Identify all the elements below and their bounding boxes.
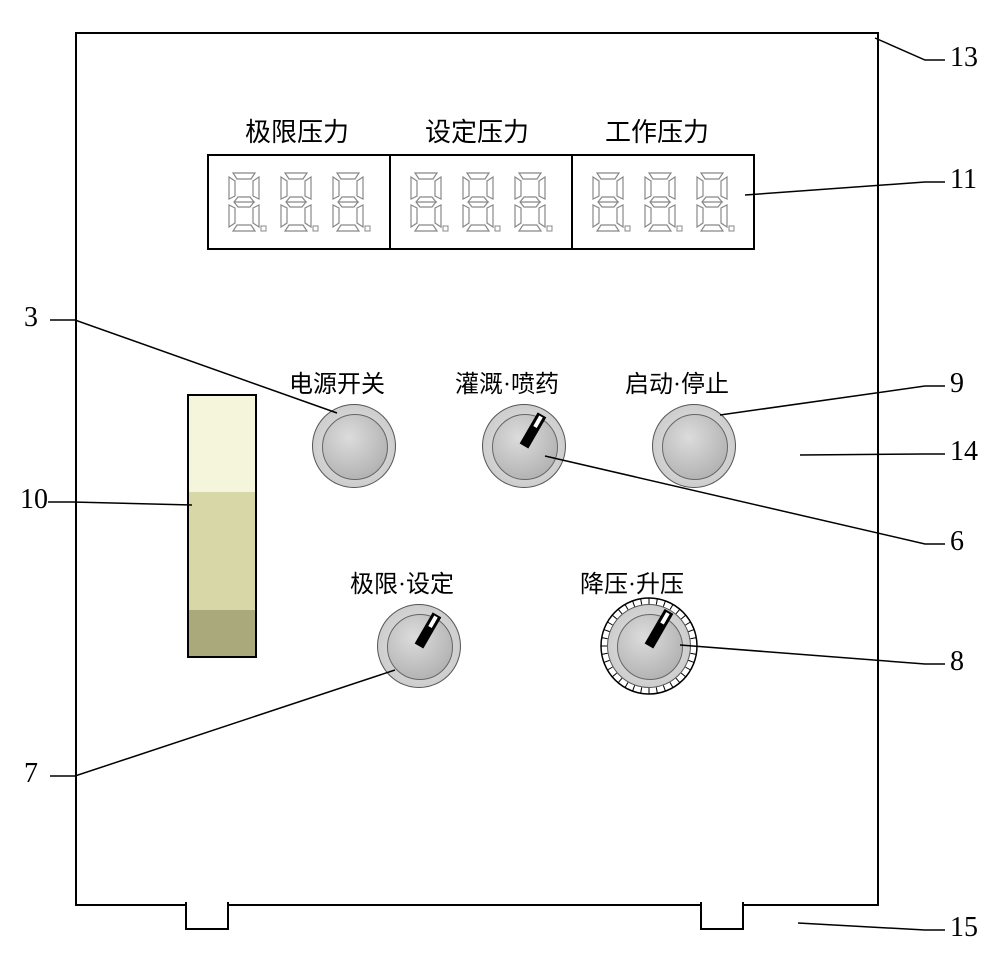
seven-seg-display-row (207, 154, 755, 250)
diagram-canvas: 极限压力 设定压力 工作压力 电源开关 灌溉·喷药 启动·停止 (20, 20, 980, 946)
label-limitset: 极限·设定 (350, 564, 454, 599)
limitset-selector-knob[interactable] (377, 604, 461, 688)
level-bot (189, 610, 255, 656)
display-title-working: 工作压力 (572, 112, 742, 149)
mode-selector-knob[interactable] (482, 404, 566, 488)
level-gauge (187, 394, 257, 658)
callout-13: 13 (950, 42, 978, 74)
label-power: 电源开关 (289, 364, 385, 399)
seven-seg-set (401, 167, 561, 237)
pressure-dial-knob[interactable] (601, 598, 697, 694)
label-startstop: 启动·停止 (625, 364, 729, 399)
foot-left (185, 902, 229, 930)
display-set (389, 154, 573, 250)
callout-7: 7 (24, 758, 38, 790)
callout-3: 3 (24, 302, 38, 334)
startstop-button[interactable] (652, 404, 736, 488)
seven-seg-limit (219, 167, 379, 237)
callout-15: 15 (950, 912, 978, 944)
level-top (189, 396, 255, 492)
display-working (571, 154, 755, 250)
callout-9: 9 (950, 368, 964, 400)
callout-14: 14 (950, 436, 978, 468)
display-title-set: 设定压力 (392, 112, 562, 149)
seven-seg-working (583, 167, 743, 237)
foot-right (700, 902, 744, 930)
label-pressure: 降压·升压 (580, 564, 684, 599)
callout-8: 8 (950, 646, 964, 678)
display-title-limit: 极限压力 (212, 112, 382, 149)
label-mode: 灌溉·喷药 (455, 364, 559, 399)
display-limit (207, 154, 391, 250)
callout-11: 11 (950, 164, 977, 196)
power-button[interactable] (312, 404, 396, 488)
callout-6: 6 (950, 526, 964, 558)
control-panel: 极限压力 设定压力 工作压力 电源开关 灌溉·喷药 启动·停止 (75, 32, 879, 906)
callout-10: 10 (20, 484, 48, 516)
level-mid (189, 492, 255, 610)
